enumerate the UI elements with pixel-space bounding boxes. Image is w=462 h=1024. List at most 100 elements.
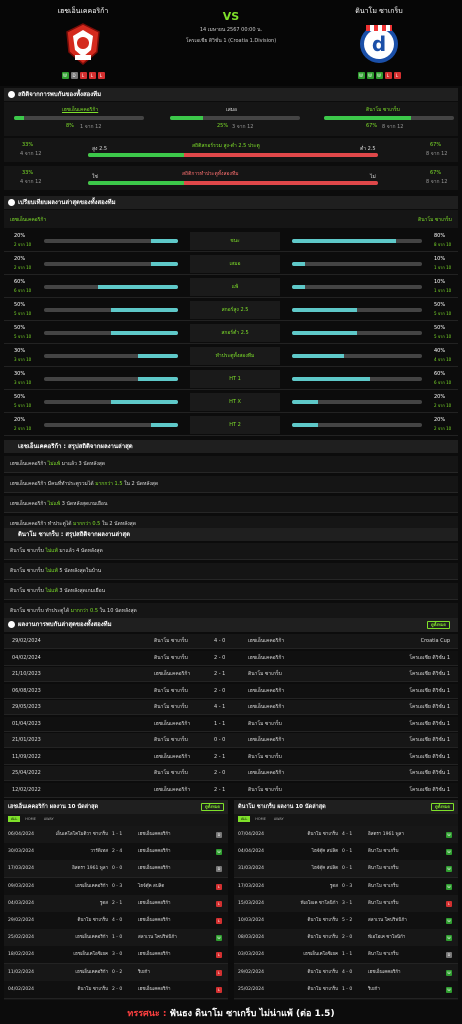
result-row[interactable]: 11/02/2024 เฮชเอ็นเคคอริก้า 0 - 2 ริเยก้า L bbox=[4, 963, 228, 982]
home-last10-header: เฮชเอ็นเคคอริก้า ผลงาน 10 นัดล่าสุด ดูทั… bbox=[4, 800, 228, 814]
bar-fill bbox=[111, 308, 178, 312]
result-badge: W bbox=[446, 918, 452, 924]
away-last10-view-all[interactable]: ดูทั้งหมด bbox=[430, 803, 454, 811]
result-home-team: รูดส bbox=[99, 900, 108, 906]
result-badge: D bbox=[216, 832, 222, 838]
result-row[interactable]: 15/03/2024 พีเอโอเค ซาโลนิก้า 3 - 1 ดินาโม … bbox=[234, 894, 458, 913]
bt-left-sub: 4 จาก 12 bbox=[20, 179, 42, 185]
form-badge: W bbox=[375, 72, 383, 79]
summary-row: เฮชเอ็นเคคอริก้า มีคนที่ทำประตูรวมได้ มา… bbox=[4, 476, 458, 493]
result-row[interactable]: 29/02/2024 ดินาโม ซาเกร็บ 4 - 0 เฮชเอ็นเคคอ… bbox=[4, 912, 228, 930]
result-date: 04/02/2024 bbox=[8, 986, 34, 992]
h2h-row[interactable]: 06/08/2023 ดินาโม ซาเกร็บ 2 - 0 เฮชเอ็นเคคอ… bbox=[4, 683, 458, 699]
bar-fill bbox=[111, 400, 178, 404]
home-last10-view-all[interactable]: ดูทั้งหมด bbox=[200, 803, 224, 811]
result-row[interactable]: 03/03/2024 เฮชเอ็นเคโอซิเยค 1 - 1 ดินาโม ซา… bbox=[234, 946, 458, 965]
match-date: 14 เมษายน 2567 00:00 น. bbox=[199, 27, 263, 33]
tab-all[interactable]: ALL bbox=[238, 816, 251, 822]
h2h-home-team: เฮชเอ็นเคคอริก้า bbox=[154, 720, 191, 727]
h2h-view-all-button[interactable]: ดูทั้งหมด bbox=[426, 621, 450, 629]
compare-row: 50% 5 จาก 10 สกอร์สูง 2.5 50% 5 จาก 10 bbox=[4, 299, 458, 321]
summary-highlight: ไม่แพ้ bbox=[47, 501, 61, 507]
result-row[interactable]: 04/02/2024 ดินาโม ซาเกร็บ 2 - 0 เฮชเอ็นเคคอ… bbox=[4, 980, 228, 999]
h2h-row[interactable]: 12/02/2022 เฮชเอ็นเคคอริก้า 2 - 1 ดินาโม ซา… bbox=[4, 782, 458, 798]
result-badge: W bbox=[446, 969, 452, 976]
compare-right-sub: 1 จาก 10 bbox=[434, 265, 452, 270]
result-row[interactable]: 06/04/2024 เอ็นเคโลโคโมติวา ซาเกร็บ 1 - 1 เ… bbox=[4, 826, 228, 844]
result-home-team: ดินาโม ซาเกร็บ bbox=[307, 918, 338, 923]
prediction-text: ฟันธง ดินาโม ซาเกร็บ ไม่น่าแพ้ (ต่อ 1.5) bbox=[166, 1009, 335, 1019]
compare-label: HT X bbox=[190, 393, 280, 411]
compare-right-sub: 5 จาก 10 bbox=[434, 311, 452, 316]
h2h-row[interactable]: 04/02/2024 ดินาโม ซาเกร็บ 2 - 0 เฮชเอ็นเคคอ… bbox=[4, 650, 458, 666]
compare-left-pct: 50% bbox=[14, 325, 26, 331]
vs-label: VS bbox=[222, 10, 240, 23]
home-last10-tabs: ALL HOME AWAY bbox=[8, 816, 59, 822]
result-row[interactable]: 04/03/2024 รูดส 2 - 1 เฮชเอ็นเคคอริก้า L bbox=[4, 894, 228, 913]
result-badge: W bbox=[446, 849, 452, 856]
result-row[interactable]: 09/03/2024 เฮชเอ็นเคคอริก้า 0 - 3 ไฮจ์ดุ๊ค … bbox=[4, 877, 228, 896]
bt-right-sub: 8 จาก 12 bbox=[426, 179, 448, 185]
compare-right-bar bbox=[292, 400, 422, 404]
result-score: 5 - 2 bbox=[342, 918, 353, 923]
compare-right-sub: 2 จาก 10 bbox=[434, 426, 452, 431]
h2h-row[interactable]: 29/05/2023 ดินาโม ซาเกร็บ 4 - 1 เฮชเอ็นเคคอ… bbox=[4, 700, 458, 715]
result-score: 2 - 4 bbox=[112, 849, 123, 855]
compare-left-sub: 2 จาก 10 bbox=[14, 242, 32, 247]
h2h-score: 2 - 1 bbox=[214, 753, 226, 760]
h2h-row[interactable]: 21/01/2023 ดินาโม ซาเกร็บ 0 - 0 เฮชเอ็นเคคอ… bbox=[4, 733, 458, 748]
result-row[interactable]: 10/03/2024 ดินาโม ซาเกร็บ 5 - 2 สลาเวน โคปร… bbox=[234, 912, 458, 930]
home-sub: 1 จาก 12 bbox=[80, 124, 102, 130]
compare-row: 50% 5 จาก 10 สกอร์ต่ำ 2.5 50% 5 จาก 10 bbox=[4, 322, 458, 344]
result-date: 04/03/2024 bbox=[8, 900, 34, 906]
ball-icon bbox=[8, 199, 15, 206]
result-home-team: อิสตรา 1961 พูลา bbox=[72, 866, 108, 872]
tab-all[interactable]: ALL bbox=[8, 816, 21, 822]
result-row[interactable]: 30/03/2024 วาร์ดิเทส 2 - 4 เฮชเอ็นเคคอริก้า… bbox=[4, 843, 228, 862]
h2h-row[interactable]: 25/04/2022 ดินาโม ซาเกร็บ 2 - 0 เฮชเอ็นเคคอ… bbox=[4, 766, 458, 781]
form-compare-header: เปรียบเทียบผลงานล่าสุดของทั้งสองทีม bbox=[4, 196, 458, 209]
result-row[interactable]: 31/03/2024 ไฮจ์ดุ๊ค สปลิต 0 - 1 ดินาโม ซาเก… bbox=[234, 860, 458, 879]
h2h-row[interactable]: 21/10/2023 เฮชเอ็นเคคอริก้า 2 - 1 ดินาโม ซา… bbox=[4, 667, 458, 682]
h2h-row[interactable]: 29/02/2024 ดินาโม ซาเกร็บ 4 - 0 เฮชเอ็นเคคอ… bbox=[4, 634, 458, 649]
h2h-row[interactable]: 01/04/2023 เฮชเอ็นเคคอริก้า 1 - 1 ดินาโม ซา… bbox=[4, 716, 458, 732]
summary-text: มาแล้ว 3 นัดหลังสุด bbox=[60, 461, 106, 467]
svg-text:d: d bbox=[372, 32, 386, 56]
result-row[interactable]: 17/03/2024 รูดส 0 - 3 ดินาโม ซาเกร็บ W bbox=[234, 877, 458, 896]
result-away-team: เฮชเอ็นเคคอริก้า bbox=[138, 849, 171, 855]
compare-label: HT 1 bbox=[190, 370, 280, 388]
result-away-team: เฮชเอ็นเคคอริก้า bbox=[138, 900, 171, 906]
tab-home[interactable]: HOME bbox=[25, 817, 36, 821]
home-team-logo bbox=[63, 22, 103, 66]
match-league: โครเอเชีย ดิวิชั่น 1 (Croatia 1.Division… bbox=[185, 38, 277, 44]
h2h-league: โครเอเชีย ดิวิชั่น 1 bbox=[409, 671, 450, 677]
result-row[interactable]: 17/03/2024 อิสตรา 1961 พูลา 0 - 0 เฮชเอ็นเค… bbox=[4, 860, 228, 879]
tab-home[interactable]: HOME bbox=[255, 817, 266, 821]
result-row[interactable]: 07/04/2024 ดินาโม ซาเกร็บ 4 - 1 อิสตรา 1961… bbox=[234, 826, 458, 844]
result-home-team: พีเอโอเค ซาโลนิก้า bbox=[300, 900, 338, 906]
result-row[interactable]: 29/02/2024 ดินาโม ซาเกร็บ 4 - 0 เฮชเอ็นเคคอ… bbox=[234, 963, 458, 982]
result-row[interactable]: 25/02/2024 ดินาโม ซาเกร็บ 1 - 0 ริเยก้า W bbox=[234, 980, 458, 999]
result-date: 25/02/2024 bbox=[238, 986, 264, 992]
result-row[interactable]: 08/03/2024 ดินาโม ซาเกร็บ 2 - 0 พีเอโอเค ซา… bbox=[234, 929, 458, 948]
result-away-team: ดินาโม ซาเกร็บ bbox=[368, 849, 399, 855]
compare-left-pct: 50% bbox=[14, 302, 26, 308]
tab-away[interactable]: AWAY bbox=[273, 817, 284, 821]
home-team-name: เฮชเอ็นเคคอริก้า bbox=[57, 7, 109, 15]
result-row[interactable]: 25/02/2024 เฮชเอ็นเคคอริก้า 1 - 0 สลาเวน โค… bbox=[4, 929, 228, 948]
result-away-team: ดินาโม ซาเกร็บ bbox=[368, 866, 399, 872]
tab-away[interactable]: AWAY bbox=[43, 817, 54, 821]
h2h-league: Croatia Cup bbox=[420, 638, 450, 644]
draw-sub: 3 จาก 12 bbox=[232, 124, 254, 130]
h2h-home-team: ดินาโม ซาเกร็บ bbox=[154, 654, 188, 661]
result-home-team: ดินาโม ซาเกร็บ bbox=[77, 986, 108, 992]
ball-icon bbox=[8, 91, 15, 98]
result-row[interactable]: 04/04/2024 ไฮจ์ดุ๊ค สปลิต 0 - 1 ดินาโม ซาเก… bbox=[234, 843, 458, 862]
result-row[interactable]: 18/02/2024 เฮชเอ็นเคโอซิเยค 3 - 0 เฮชเอ็นเค… bbox=[4, 946, 228, 965]
compare-left-bar bbox=[44, 423, 178, 427]
home-label[interactable]: เฮชเอ็นเคคอริก้า bbox=[62, 107, 99, 113]
h2h-row[interactable]: 11/09/2022 เฮชเอ็นเคคอริก้า 2 - 1 ดินาโม ซา… bbox=[4, 749, 458, 765]
result-date: 10/03/2024 bbox=[238, 918, 264, 923]
result-date: 03/03/2024 bbox=[238, 952, 264, 958]
